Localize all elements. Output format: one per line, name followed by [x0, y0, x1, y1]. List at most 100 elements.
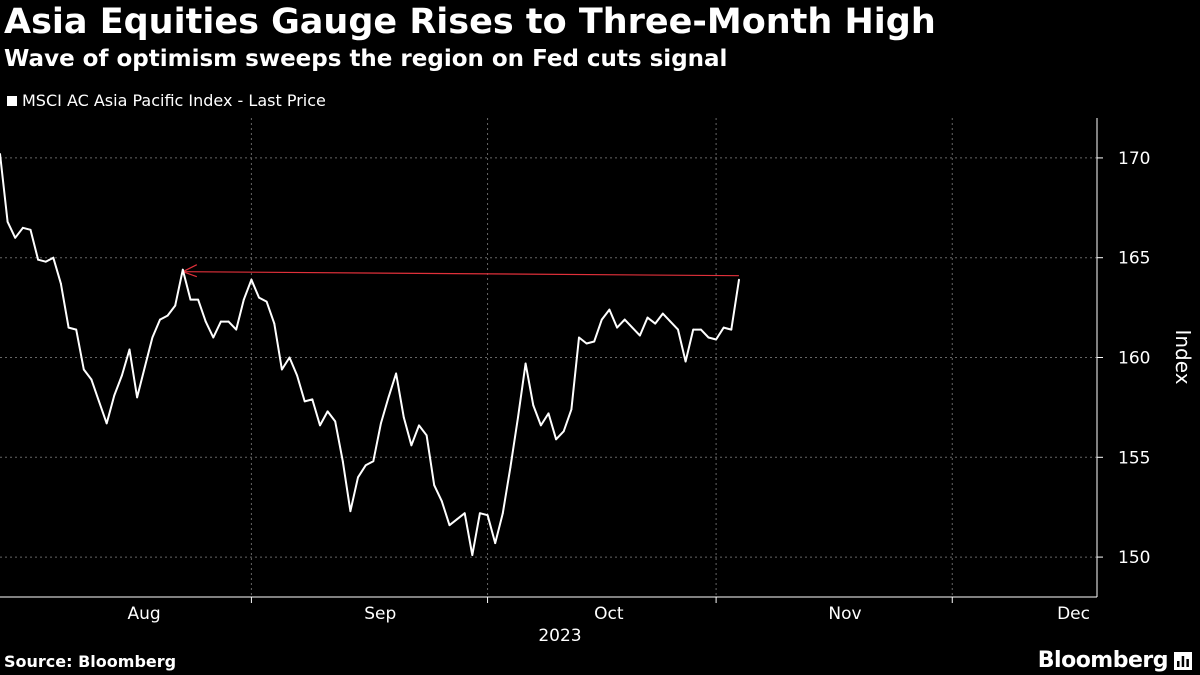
y-tick-label: 160: [1118, 349, 1150, 369]
data-point: [380, 422, 382, 425]
data-point: [440, 500, 443, 503]
data-point: [486, 514, 489, 517]
data-point: [120, 374, 123, 377]
bar-chart-icon: [1174, 651, 1192, 670]
data-point: [181, 268, 184, 271]
x-tick-label: Oct: [594, 604, 624, 624]
data-point: [631, 326, 634, 329]
data-point: [258, 296, 260, 299]
data-point: [600, 318, 603, 321]
data-point: [730, 328, 733, 331]
data-point: [21, 226, 24, 229]
data-point: [661, 312, 664, 315]
data-point: [425, 434, 428, 437]
data-point: [37, 258, 39, 261]
brand-name: Bloomberg: [1037, 648, 1169, 673]
data-point: [372, 460, 375, 463]
data-point: [738, 278, 740, 281]
data-point: [570, 408, 573, 411]
data-point: [288, 356, 291, 359]
data-point: [623, 318, 626, 321]
data-point: [479, 512, 481, 515]
data-point: [677, 328, 679, 331]
chart-subtitle: Wave of optimism sweeps the region on Fe…: [4, 46, 728, 72]
data-point: [692, 328, 695, 331]
data-point: [60, 282, 62, 285]
data-point: [639, 334, 641, 337]
legend-label: MSCI AC Asia Pacific Index - Last Price: [22, 91, 326, 110]
y-tick-label: 150: [1118, 548, 1150, 568]
data-point: [273, 322, 276, 325]
data-point: [402, 416, 405, 419]
data-point: [395, 372, 398, 375]
data-point: [280, 368, 283, 371]
data-point: [319, 424, 321, 427]
data-point: [555, 438, 558, 441]
data-point: [0, 153, 1, 155]
data-point: [669, 320, 672, 323]
data-point: [562, 430, 565, 433]
data-point: [128, 348, 131, 351]
y-tick-label: 170: [1118, 149, 1150, 169]
x-tick-label: Nov: [828, 604, 861, 624]
data-point: [448, 524, 451, 527]
data-point: [684, 360, 687, 363]
data-point: [387, 396, 390, 399]
data-point: [296, 374, 299, 377]
data-point: [608, 308, 611, 311]
data-point: [52, 256, 55, 259]
data-point: [410, 444, 413, 447]
y-axis-title: Index: [1171, 329, 1195, 384]
data-point: [250, 278, 253, 281]
data-point: [6, 220, 9, 223]
brand-logo: Bloomberg: [1038, 648, 1192, 673]
data-point: [159, 318, 161, 321]
data-point: [326, 410, 329, 413]
data-point: [593, 340, 596, 343]
data-point: [151, 336, 154, 339]
x-tick-label: Dec: [1057, 604, 1090, 624]
reference-line: [182, 271, 739, 277]
annotation-layer: [181, 264, 739, 278]
data-point: [349, 510, 352, 513]
data-point: [220, 320, 222, 323]
data-point: [136, 396, 139, 399]
data-point: [90, 378, 93, 381]
data-point: [204, 320, 207, 323]
data-point: [357, 476, 359, 479]
data-point: [699, 328, 702, 331]
series-layer: [0, 153, 740, 557]
data-point: [616, 326, 618, 329]
data-point: [517, 416, 519, 419]
data-point: [235, 328, 238, 331]
data-point: [654, 322, 657, 325]
data-point: [212, 336, 215, 339]
data-point: [174, 304, 177, 307]
data-point: [578, 336, 580, 339]
data-point: [539, 424, 542, 427]
data-point: [166, 314, 169, 317]
data-point: [105, 422, 108, 425]
x-axis-year-label: 2023: [538, 626, 581, 646]
data-point: [265, 300, 268, 303]
data-point: [524, 362, 527, 365]
axis-layer: 150 155 160 165 170 Aug Sep Oct Nov Dec: [0, 118, 1150, 624]
chart-title: Asia Equities Gauge Rises to Three-Month…: [4, 2, 936, 42]
data-point: [311, 398, 314, 401]
data-point: [189, 298, 192, 301]
data-point: [29, 228, 32, 231]
data-point: [433, 484, 436, 487]
data-point: [707, 336, 710, 339]
data-point: [456, 518, 458, 521]
data-point: [113, 394, 116, 397]
y-tick-label: 155: [1118, 448, 1150, 468]
data-point: [143, 366, 146, 369]
data-point: [341, 460, 344, 463]
legend-swatch: [7, 95, 17, 106]
data-point: [509, 466, 512, 469]
data-point: [67, 326, 70, 329]
data-point: [98, 400, 100, 403]
data-point: [547, 412, 550, 415]
data-point: [722, 326, 725, 329]
data-point: [364, 464, 367, 467]
